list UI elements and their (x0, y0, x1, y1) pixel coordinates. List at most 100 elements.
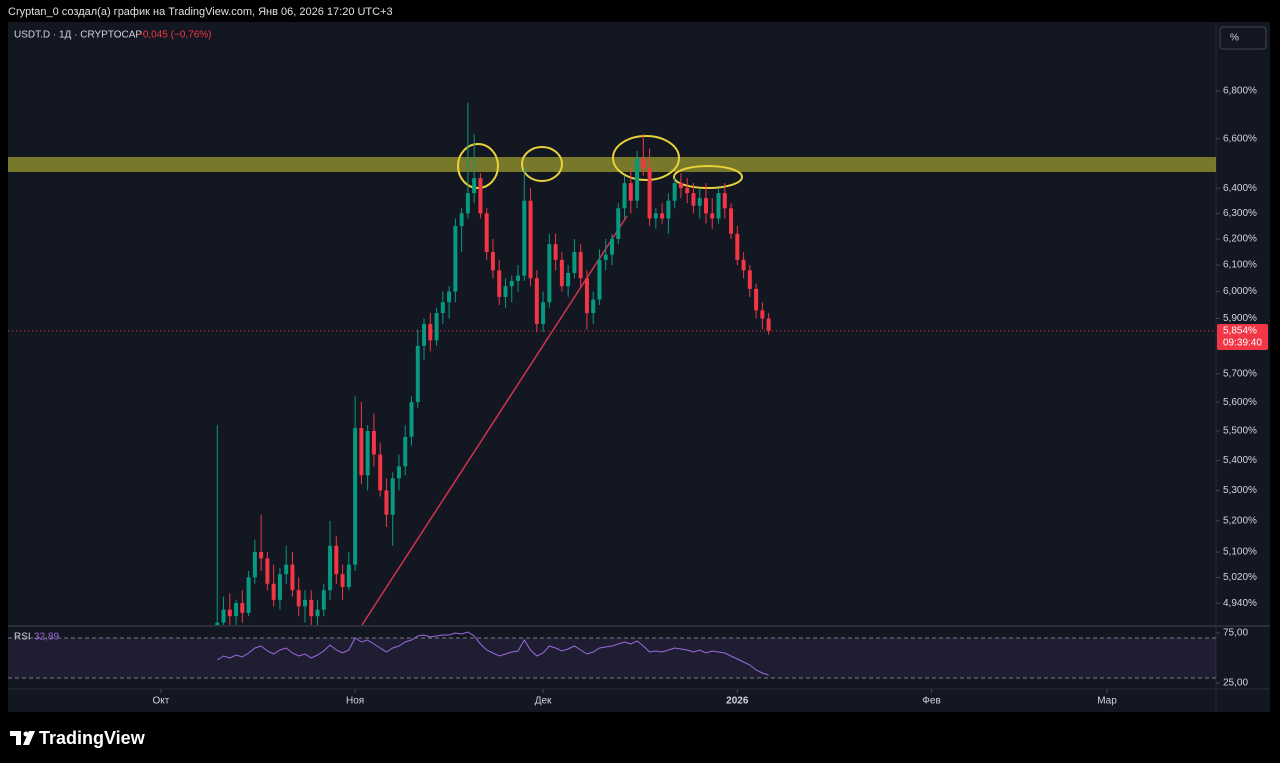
y-tick-label: 5,300% (1223, 485, 1257, 496)
last-price-label: 5,854% (1223, 326, 1257, 337)
candle-body (528, 200, 533, 279)
scale-button[interactable] (1219, 26, 1267, 50)
y-tick-label: 6,400% (1223, 183, 1257, 194)
candle-body (390, 478, 395, 515)
logo-mark (10, 731, 35, 745)
x-tick-label: Ноя (346, 696, 364, 707)
candle-body (553, 244, 558, 260)
rsi-value: 32,89 (34, 632, 59, 643)
candle-body (403, 436, 408, 467)
candle-body (340, 574, 345, 587)
candle-body (653, 213, 658, 219)
candle-body (497, 270, 502, 297)
candle-body (221, 609, 226, 623)
candle-body (628, 183, 633, 201)
candle-body (754, 288, 759, 311)
candle-body (265, 558, 270, 584)
rsi-band-fill (8, 638, 1216, 678)
y-tick-label: 6,200% (1223, 234, 1257, 245)
logo-dot (23, 731, 29, 737)
x-tick-label: Фев (922, 696, 940, 707)
candle-body (747, 270, 752, 289)
candle-body (559, 259, 564, 287)
y-tick-label: 6,100% (1223, 260, 1257, 271)
candle-body (447, 291, 452, 303)
highlight-ellipse (673, 165, 743, 189)
candle-body (509, 280, 514, 287)
candle-body (252, 552, 257, 578)
highlight-ellipse (521, 146, 563, 182)
caption: Cryptan_0 создал(а) график на TradingVie… (8, 6, 393, 18)
candle-body (641, 158, 646, 169)
candle-body (365, 431, 370, 476)
candle-body (296, 590, 301, 607)
rsi-y-tick-label: 25,00 (1223, 678, 1248, 689)
highlights (457, 135, 743, 189)
candle-body (691, 193, 696, 206)
candle-body (472, 178, 477, 194)
candle-body (328, 545, 333, 591)
rsi-pane (8, 631, 1216, 679)
y-tick-label: 6,600% (1223, 133, 1257, 144)
highlight-ellipse (457, 143, 499, 189)
candle-body (616, 208, 621, 240)
candle-body (478, 178, 483, 214)
candle-body (603, 254, 608, 260)
candle-body (622, 183, 627, 209)
x-tick-label: Окт (152, 696, 169, 707)
rsi-name: RSI (14, 632, 31, 643)
y-tick-label: 5,900% (1223, 313, 1257, 324)
candle-body (309, 599, 314, 617)
resistance-zone (8, 157, 1216, 172)
candle-body (741, 259, 746, 271)
symbol: USDT.D · 1Д · CRYPTOCAP (14, 30, 142, 41)
candle-body (597, 259, 602, 300)
candle-body (353, 428, 358, 565)
candle-body (384, 490, 389, 515)
last-price-box (1217, 324, 1268, 351)
trend-line (361, 215, 628, 626)
x-tick-label: 2026 (726, 696, 749, 707)
candle-body (566, 272, 571, 287)
scale-button-label[interactable]: % (1230, 33, 1239, 44)
y-tick-label: 4,940% (1223, 598, 1257, 609)
candle-body (396, 466, 401, 479)
candle-body (240, 603, 245, 613)
candle-body (729, 208, 734, 234)
candle-body (572, 251, 577, 273)
x-tick-label: Мар (1097, 696, 1117, 707)
rsi-line (217, 631, 769, 676)
y-tick-label: 6,000% (1223, 286, 1257, 297)
brand-logo (10, 731, 35, 745)
change: −0,045 (−0,76%) (137, 30, 212, 41)
candle-body (302, 599, 307, 607)
candle-body (710, 213, 715, 219)
candle-body (371, 431, 376, 455)
candle-body (541, 302, 546, 324)
candle-body (584, 278, 589, 314)
candle-body (503, 286, 508, 297)
candle-body (484, 213, 489, 252)
candle-body (215, 622, 220, 625)
candle-body (246, 577, 251, 613)
candle-body (760, 310, 765, 319)
y-tick-label: 6,300% (1223, 208, 1257, 219)
x-tick-label: Дек (535, 696, 552, 707)
candle-body (234, 603, 239, 617)
countdown: 09:39:40 (1223, 338, 1262, 349)
y-tick-label: 6,800% (1223, 86, 1257, 97)
candle-body (660, 213, 665, 219)
chart-panel (8, 22, 1270, 712)
candle-body (378, 454, 383, 491)
candle-body (716, 193, 721, 219)
candle-body (334, 545, 339, 575)
candle-body (547, 244, 552, 303)
candle-body (722, 193, 727, 209)
candle-body (703, 198, 708, 214)
y-tick-label: 5,500% (1223, 426, 1257, 437)
candle-body (578, 251, 583, 279)
brand: TradingView (39, 728, 146, 748)
candle-body (440, 302, 445, 314)
